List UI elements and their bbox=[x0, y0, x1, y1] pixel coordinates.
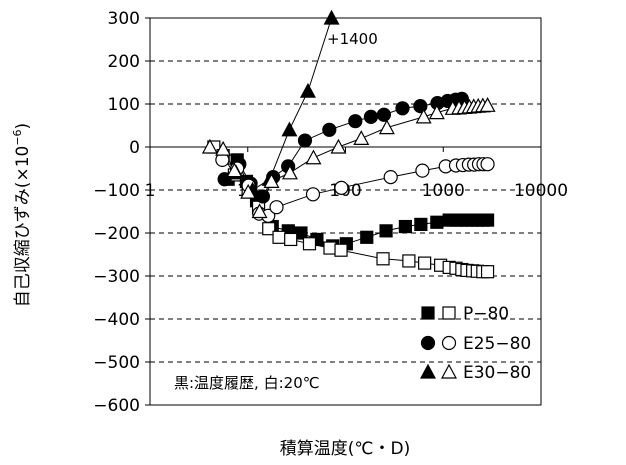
circle-black-marker bbox=[363, 109, 379, 125]
series-lines bbox=[209, 17, 488, 273]
triangle-white-marker bbox=[201, 138, 218, 154]
circle-white-marker bbox=[305, 187, 321, 202]
series-markers bbox=[201, 9, 496, 279]
legend-label: P−80 bbox=[463, 304, 509, 324]
circle-white-marker bbox=[334, 180, 349, 195]
triangle-white-marker bbox=[305, 149, 322, 165]
legend-label: E30−80 bbox=[463, 363, 531, 383]
circle-white-marker bbox=[269, 200, 284, 215]
square-white-marker bbox=[323, 241, 337, 255]
triangle-white-marker bbox=[215, 140, 232, 156]
peak-annotation: +1400 bbox=[327, 30, 378, 48]
y-tick-label: −300 bbox=[93, 267, 140, 287]
triangle-white-marker bbox=[330, 138, 347, 154]
x-tick-label: 10000 bbox=[514, 181, 568, 201]
triangle-black-marker bbox=[281, 121, 298, 137]
x-axis-label: 積算温度(℃・D) bbox=[280, 439, 410, 459]
legend-marker-filled bbox=[421, 306, 435, 320]
y-axis-label: 自己収縮ひずみ(×10−6) bbox=[11, 123, 33, 307]
circle-black-marker bbox=[413, 99, 428, 114]
circle-black-marker bbox=[322, 122, 337, 137]
y-ticks: 300 200 100 0 −100 −200 −300 −400 −500 −600 bbox=[93, 9, 150, 416]
triangle-white-marker bbox=[353, 130, 370, 145]
triangle-white-marker bbox=[240, 183, 257, 199]
square-white-marker bbox=[334, 243, 348, 257]
triangle-white-marker bbox=[251, 203, 268, 219]
square-white-marker bbox=[302, 237, 317, 251]
y-tick-label: 300 bbox=[108, 9, 140, 29]
y-tick-label: −500 bbox=[93, 353, 140, 373]
square-black-marker bbox=[430, 215, 444, 229]
circle-black-marker bbox=[348, 114, 363, 129]
y-tick-label: 0 bbox=[129, 138, 140, 158]
x-ticks: 110100100010000 bbox=[145, 147, 568, 201]
plot-frame bbox=[149, 17, 542, 406]
triangle-black-marker bbox=[323, 9, 340, 25]
square-white-marker bbox=[272, 230, 286, 244]
legend-label: E25−80 bbox=[463, 334, 531, 354]
circle-white-marker bbox=[480, 157, 495, 172]
triangle-white-marker bbox=[428, 104, 445, 120]
triangle-white-marker bbox=[479, 97, 496, 112]
y-axis-label-group: 自己収縮ひずみ(×10−6) bbox=[11, 123, 33, 307]
y-tick-label: −200 bbox=[93, 224, 140, 244]
circle-black-marker bbox=[297, 133, 313, 148]
circle-white-marker bbox=[383, 170, 398, 185]
legend-marker-filled bbox=[419, 363, 437, 379]
y-tick-label: 100 bbox=[108, 95, 140, 115]
square-white-marker bbox=[376, 252, 390, 266]
triangle-white-marker bbox=[281, 164, 298, 180]
triangle-white-marker bbox=[415, 108, 432, 124]
square-black-marker bbox=[360, 230, 374, 244]
triangle-black-marker bbox=[299, 82, 316, 98]
y-axis-label-exponent: −6 bbox=[11, 129, 24, 145]
circle-black-marker bbox=[376, 107, 391, 122]
legend-marker-open bbox=[440, 363, 458, 379]
y-axis-label-close: ) bbox=[13, 123, 33, 130]
square-white-marker bbox=[480, 265, 495, 279]
y-tick-label: −400 bbox=[93, 310, 140, 330]
legend: P−80 E25−80 E30−80 bbox=[419, 304, 531, 383]
x-tick-label: 1000 bbox=[422, 181, 465, 201]
condition-note: 黒:温度履歴, 白:20℃ bbox=[174, 374, 320, 392]
legend-marker-filled bbox=[420, 335, 436, 351]
triangle-white-marker bbox=[226, 162, 243, 178]
square-white-marker bbox=[402, 254, 416, 268]
circle-white-marker bbox=[415, 163, 430, 178]
square-white-marker bbox=[284, 232, 298, 247]
triangle-white-marker bbox=[263, 173, 280, 188]
square-black-marker bbox=[414, 217, 428, 231]
square-white-marker bbox=[418, 256, 432, 270]
y-axis-label-main: 自己収縮ひずみ(×10 bbox=[13, 146, 33, 308]
square-black-marker bbox=[480, 213, 495, 227]
triangle-white-marker bbox=[378, 119, 395, 135]
y-tick-label: 200 bbox=[108, 52, 140, 72]
square-black-marker bbox=[379, 224, 393, 238]
y-tick-label: −100 bbox=[93, 181, 140, 201]
legend-marker-open bbox=[441, 335, 457, 351]
square-black-marker bbox=[398, 219, 412, 234]
x-tick-label: 1 bbox=[145, 181, 156, 201]
circle-black-marker bbox=[395, 101, 410, 116]
legend-marker-open bbox=[442, 306, 456, 320]
y-tick-label: −600 bbox=[93, 396, 140, 416]
